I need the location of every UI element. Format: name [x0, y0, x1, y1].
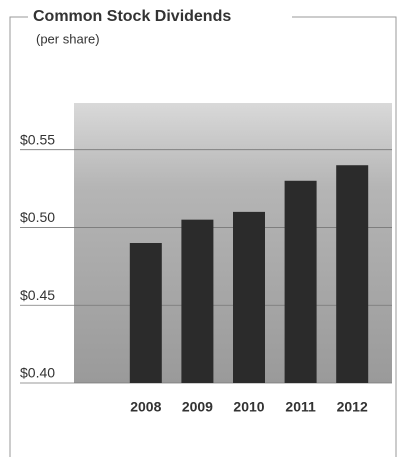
y-tick-label: $0.40 [20, 365, 55, 381]
frame [9, 16, 397, 457]
x-tick-label: 2009 [182, 399, 213, 415]
x-tick-label: 2010 [233, 399, 264, 415]
y-tick-label: $0.50 [20, 209, 55, 225]
bar [284, 180, 317, 383]
bar [181, 219, 214, 383]
chart-title: Common Stock Dividends [33, 8, 231, 25]
bar [336, 165, 369, 383]
x-tick-label: 2008 [130, 399, 161, 415]
x-tick-label: 2011 [285, 399, 316, 415]
y-tick-label: $0.45 [20, 287, 55, 303]
bar [233, 211, 265, 383]
y-tick-label: $0.55 [20, 131, 55, 147]
x-tick-label: 2012 [337, 399, 368, 415]
bar [129, 243, 162, 383]
chart-subtitle: (per share) [36, 31, 100, 46]
